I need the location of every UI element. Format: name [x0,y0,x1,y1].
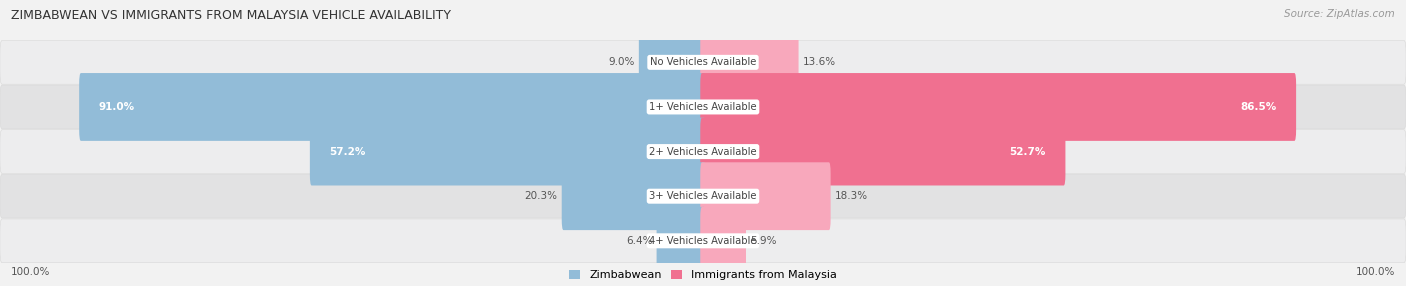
Text: 100.0%: 100.0% [11,267,51,277]
Legend: Zimbabwean, Immigrants from Malaysia: Zimbabwean, Immigrants from Malaysia [569,270,837,281]
FancyBboxPatch shape [700,28,799,96]
Text: 1+ Vehicles Available: 1+ Vehicles Available [650,102,756,112]
FancyBboxPatch shape [0,130,1406,173]
Text: 18.3%: 18.3% [835,191,868,201]
Text: 57.2%: 57.2% [329,147,366,156]
Text: 20.3%: 20.3% [524,191,558,201]
Text: 2+ Vehicles Available: 2+ Vehicles Available [650,147,756,156]
Text: 5.9%: 5.9% [749,236,776,246]
FancyBboxPatch shape [700,207,747,275]
Text: 9.0%: 9.0% [609,57,634,67]
FancyBboxPatch shape [309,118,706,186]
FancyBboxPatch shape [0,219,1406,263]
FancyBboxPatch shape [562,162,706,230]
Text: 4+ Vehicles Available: 4+ Vehicles Available [650,236,756,246]
Text: 91.0%: 91.0% [98,102,135,112]
FancyBboxPatch shape [638,28,706,96]
Text: 13.6%: 13.6% [803,57,835,67]
Text: 100.0%: 100.0% [1355,267,1395,277]
Text: 52.7%: 52.7% [1010,147,1046,156]
FancyBboxPatch shape [700,73,1296,141]
FancyBboxPatch shape [0,85,1406,129]
FancyBboxPatch shape [79,73,706,141]
FancyBboxPatch shape [0,174,1406,218]
Text: 86.5%: 86.5% [1240,102,1277,112]
Text: 6.4%: 6.4% [626,236,652,246]
Text: ZIMBABWEAN VS IMMIGRANTS FROM MALAYSIA VEHICLE AVAILABILITY: ZIMBABWEAN VS IMMIGRANTS FROM MALAYSIA V… [11,9,451,21]
Text: No Vehicles Available: No Vehicles Available [650,57,756,67]
FancyBboxPatch shape [657,207,706,275]
Text: Source: ZipAtlas.com: Source: ZipAtlas.com [1284,9,1395,19]
FancyBboxPatch shape [0,41,1406,84]
FancyBboxPatch shape [700,162,831,230]
FancyBboxPatch shape [700,118,1066,186]
Text: 3+ Vehicles Available: 3+ Vehicles Available [650,191,756,201]
